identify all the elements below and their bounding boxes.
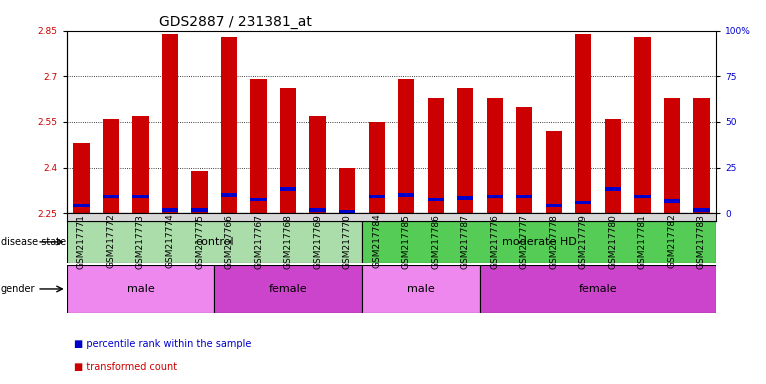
- Bar: [280, 88, 296, 213]
- Bar: [67, 221, 362, 263]
- Text: control: control: [195, 237, 234, 247]
- Bar: [280, 187, 296, 190]
- Text: GSM217774: GSM217774: [165, 214, 175, 268]
- Bar: [427, 198, 444, 201]
- Text: moderate HD: moderate HD: [502, 237, 577, 247]
- Bar: [362, 221, 716, 263]
- Bar: [162, 34, 178, 213]
- Text: GSM217768: GSM217768: [283, 214, 293, 269]
- Bar: [480, 265, 716, 313]
- Text: GDS2887 / 231381_at: GDS2887 / 231381_at: [159, 15, 312, 29]
- Bar: [74, 143, 90, 213]
- Bar: [362, 265, 480, 313]
- Bar: [309, 208, 326, 212]
- Text: GSM217777: GSM217777: [520, 214, 529, 269]
- Bar: [192, 208, 208, 212]
- Bar: [545, 204, 562, 207]
- Text: male: male: [126, 284, 154, 294]
- Bar: [103, 119, 119, 213]
- Text: GSM217769: GSM217769: [313, 214, 322, 269]
- Text: GSM217784: GSM217784: [372, 214, 381, 268]
- Bar: [486, 98, 503, 213]
- Text: GSM217783: GSM217783: [697, 214, 706, 269]
- Bar: [339, 167, 355, 213]
- Text: GSM217771: GSM217771: [77, 214, 86, 269]
- Text: male: male: [407, 284, 435, 294]
- Bar: [634, 37, 650, 213]
- Bar: [368, 122, 385, 213]
- Bar: [192, 170, 208, 213]
- Text: GSM217781: GSM217781: [638, 214, 647, 269]
- Bar: [516, 195, 532, 198]
- Bar: [103, 195, 119, 198]
- Text: GSM217772: GSM217772: [106, 214, 116, 268]
- Text: gender: gender: [1, 284, 35, 294]
- Bar: [250, 79, 267, 213]
- Bar: [398, 193, 414, 197]
- Bar: [457, 88, 473, 213]
- Text: GSM217770: GSM217770: [342, 214, 352, 269]
- Text: female: female: [269, 284, 307, 294]
- Bar: [133, 195, 149, 198]
- Bar: [457, 196, 473, 200]
- Bar: [221, 37, 237, 213]
- Bar: [427, 98, 444, 213]
- Bar: [221, 193, 237, 197]
- Text: GSM217776: GSM217776: [490, 214, 499, 269]
- Text: GSM217775: GSM217775: [195, 214, 204, 269]
- Bar: [575, 34, 591, 213]
- Text: GSM217767: GSM217767: [254, 214, 263, 269]
- Text: GSM217787: GSM217787: [460, 214, 470, 269]
- Bar: [214, 265, 362, 313]
- Bar: [604, 187, 621, 190]
- Text: GSM217785: GSM217785: [401, 214, 411, 269]
- Bar: [664, 199, 680, 203]
- Text: ■ transformed count: ■ transformed count: [74, 362, 178, 372]
- Bar: [339, 210, 355, 214]
- Bar: [486, 195, 503, 198]
- Text: female: female: [579, 284, 617, 294]
- Bar: [604, 119, 621, 213]
- Bar: [368, 195, 385, 198]
- Bar: [162, 208, 178, 212]
- Text: disease state: disease state: [1, 237, 66, 247]
- Bar: [693, 208, 709, 212]
- Bar: [67, 265, 214, 313]
- Bar: [133, 116, 149, 213]
- Bar: [664, 98, 680, 213]
- Text: GSM217773: GSM217773: [136, 214, 145, 269]
- Bar: [634, 195, 650, 198]
- Bar: [250, 198, 267, 201]
- Bar: [398, 79, 414, 213]
- Text: GSM217786: GSM217786: [431, 214, 440, 269]
- Text: ■ percentile rank within the sample: ■ percentile rank within the sample: [74, 339, 252, 349]
- Text: GSM217778: GSM217778: [549, 214, 558, 269]
- Bar: [309, 116, 326, 213]
- Text: GSM217780: GSM217780: [608, 214, 617, 269]
- Bar: [74, 204, 90, 207]
- Text: GSM217766: GSM217766: [224, 214, 234, 269]
- Bar: [575, 201, 591, 204]
- Text: GSM217779: GSM217779: [579, 214, 588, 269]
- Bar: [693, 98, 709, 213]
- Bar: [516, 107, 532, 213]
- Bar: [545, 131, 562, 213]
- Text: GSM217782: GSM217782: [667, 214, 676, 268]
